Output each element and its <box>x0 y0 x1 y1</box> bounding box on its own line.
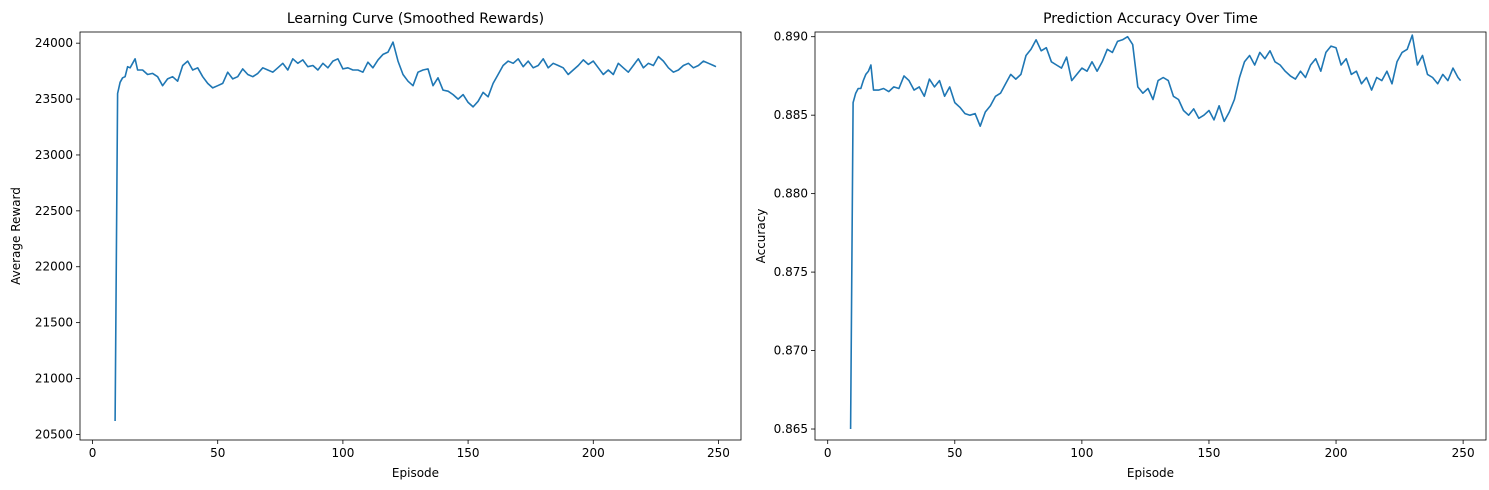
x-ticks: 0 50 100 150 200 250 <box>89 440 730 460</box>
y-tick-label: 21500 <box>35 316 73 330</box>
y-tick-label: 23500 <box>35 92 73 106</box>
x-tick-label: 50 <box>210 446 225 460</box>
x-axis-label: Episode <box>392 466 439 480</box>
x-tick-label: 100 <box>331 446 354 460</box>
x-tick-label: 50 <box>947 446 962 460</box>
plot-frame <box>814 31 1487 441</box>
plot-frame <box>79 31 742 441</box>
chart-title: Learning Curve (Smoothed Rewards) <box>287 11 544 27</box>
x-ticks: 0 50 100 150 200 250 <box>824 440 1475 460</box>
y-tick-label: 23000 <box>35 148 73 162</box>
y-tick-label: 0.875 <box>774 265 808 279</box>
x-tick-label: 150 <box>1198 446 1221 460</box>
x-tick-label: 150 <box>457 446 480 460</box>
y-tick-label: 0.870 <box>774 344 808 358</box>
reward-line <box>114 41 717 422</box>
accuracy-line <box>849 34 1462 430</box>
y-tick-label: 0.890 <box>774 30 808 44</box>
y-tick-label: 22000 <box>35 260 73 274</box>
y-tick-label: 24000 <box>35 36 73 50</box>
x-tick-label: 0 <box>89 446 97 460</box>
x-tick-label: 200 <box>582 446 605 460</box>
y-tick-label: 0.885 <box>774 108 808 122</box>
y-tick-label: 0.880 <box>774 187 808 201</box>
chart-title: Prediction Accuracy Over Time <box>1043 11 1258 27</box>
y-ticks: 0.865 0.870 0.875 0.880 0.885 0.890 <box>774 30 815 436</box>
x-tick-label: 250 <box>707 446 730 460</box>
y-axis-label: Accuracy <box>754 209 768 264</box>
y-axis-label: Average Reward <box>9 187 23 285</box>
reward-chart: Learning Curve (Smoothed Rewards) Episod… <box>9 11 742 480</box>
y-ticks: 20500 21000 21500 22000 22500 23000 23500 24000 <box>35 36 80 441</box>
x-tick-label: 0 <box>824 446 832 460</box>
x-tick-label: 200 <box>1325 446 1348 460</box>
x-axis-label: Episode <box>1127 466 1174 480</box>
x-tick-label: 250 <box>1452 446 1475 460</box>
accuracy-chart: Prediction Accuracy Over Time Episode Ac… <box>754 11 1487 480</box>
y-tick-label: 20500 <box>35 427 73 441</box>
y-tick-label: 22500 <box>35 204 73 218</box>
y-tick-label: 21000 <box>35 372 73 386</box>
x-tick-label: 100 <box>1070 446 1093 460</box>
y-tick-label: 0.865 <box>774 422 808 436</box>
